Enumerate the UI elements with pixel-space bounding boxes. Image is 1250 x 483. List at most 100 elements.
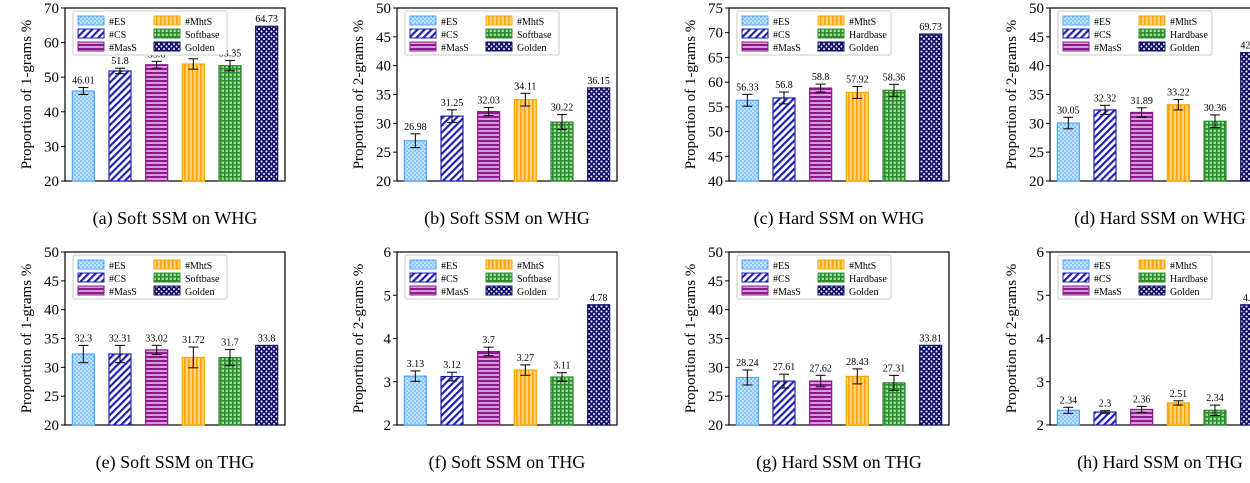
legend-entry: Golden [849, 287, 878, 298]
y-tick-label: 45 [44, 274, 59, 290]
chart-panel-e: 20 25 30 35 40 45 50 Proportion of 1-grams % 32.… [19, 245, 286, 473]
legend-entry: #CS [773, 30, 790, 41]
legend-swatch-base [485, 272, 513, 283]
y-tick-label: 65 [708, 50, 723, 66]
data-label: 27.31 [883, 363, 906, 374]
legend-entry: #MhtS [517, 17, 544, 28]
y-tick-label: 50 [1029, 1, 1044, 17]
legend-swatch-es [409, 259, 437, 270]
legend-swatch-es [77, 259, 105, 270]
y-axis-label: Proportion of 2-grams % [351, 264, 367, 414]
panel-caption: (a) Soft SSM on WHG [93, 208, 258, 229]
legend-entry: Hardbase [1170, 274, 1208, 285]
bar-mass [477, 111, 501, 182]
chart-panel-h: 2 3 4 5 6 Proportion of 2-grams % 2.34 2.3 2.36 2… [1004, 245, 1250, 473]
data-label: 53.35 [219, 48, 242, 59]
legend-swatch-mass [741, 41, 769, 52]
data-label: 58.8 [812, 72, 830, 83]
legend-entry: Softbase [517, 30, 552, 41]
legend-swatch-mass [77, 41, 105, 52]
data-label: 3.11 [553, 361, 570, 372]
y-tick-label: 30 [44, 139, 59, 155]
legend-entry: #CS [109, 30, 126, 41]
data-label: 57.92 [846, 74, 869, 85]
legend-entry: Golden [185, 43, 214, 54]
y-tick-label: 5 [1037, 288, 1045, 304]
data-label: 32.31 [109, 333, 132, 344]
legend-entry: #MhtS [1170, 261, 1197, 272]
bar-golden [1240, 52, 1250, 182]
y-tick-label: 20 [376, 174, 391, 190]
data-label: 3.27 [517, 353, 535, 364]
panel-caption: (c) Hard SSM on WHG [754, 208, 925, 229]
legend-entry: #MhtS [1170, 17, 1197, 28]
panel-caption: (e) Soft SSM on THG [96, 452, 255, 473]
legend-entry: Softbase [185, 30, 220, 41]
legend-swatch-mhts [485, 15, 513, 26]
chart-panel-a: 20 30 40 50 60 70 Proportion of 1-grams % 46.01… [19, 1, 286, 229]
legend-box [736, 254, 892, 300]
legend-swatch-mass [741, 285, 769, 296]
data-label: 3.7 [482, 335, 495, 346]
bar-cs [440, 375, 464, 426]
y-tick-label: 60 [44, 36, 59, 52]
legend-swatch-cs [409, 28, 437, 39]
y-tick-label: 40 [708, 174, 723, 190]
legend-entry: #MasS [1094, 43, 1122, 54]
y-tick-label: 6 [384, 245, 392, 261]
y-axis-label: Proportion of 2-grams % [351, 20, 367, 170]
bar-cs [108, 70, 132, 182]
panel-caption: (b) Soft SSM on WHG [424, 208, 590, 229]
chart-panel-g: 20 25 30 35 40 45 50 Proportion of 1-grams % 28.… [683, 245, 950, 473]
legend-entry: #ES [1094, 261, 1111, 272]
chart-panel-c: 40 45 50 55 60 65 70 75 Proportion of 1-grams % 5… [683, 1, 950, 229]
y-axis-label: Proportion of 1-grams % [19, 20, 35, 170]
legend-entry: #MasS [109, 43, 137, 54]
data-label: 33.81 [919, 333, 942, 344]
bar-es [71, 353, 95, 426]
legend-entry: Hardbase [849, 30, 887, 41]
data-label: 2.3 [1099, 399, 1112, 410]
legend-entry: #MhtS [185, 17, 212, 28]
panel-caption: (d) Hard SSM on WHG [1074, 208, 1246, 229]
y-tick-label: 45 [708, 149, 723, 165]
bar-cs [440, 115, 464, 182]
legend-swatch-cs [741, 272, 769, 283]
data-label: 56.8 [775, 80, 793, 91]
data-label: 32.03 [477, 96, 500, 107]
y-tick-label: 35 [376, 88, 391, 104]
y-tick-label: 20 [44, 174, 59, 190]
bar-es [1056, 122, 1080, 182]
data-label: 3.12 [443, 360, 461, 371]
legend-swatch-es [409, 15, 437, 26]
legend-box [72, 10, 228, 56]
legend-entry: #MasS [773, 287, 801, 298]
bar-base [1203, 120, 1227, 182]
data-label: 32.32 [1094, 93, 1117, 104]
legend-swatch-mhts [1138, 15, 1166, 26]
bar-mass [145, 349, 169, 426]
plot-frame [728, 7, 950, 182]
legend-entry: #MasS [773, 43, 801, 54]
legend-swatch-golden [485, 41, 513, 52]
legend-entry: #ES [1094, 17, 1111, 28]
y-tick-label: 40 [376, 59, 391, 75]
data-label: 69.73 [919, 22, 942, 33]
legend-swatch-golden [485, 285, 513, 296]
data-label: 33.8 [258, 333, 276, 344]
legend-swatch-cs [1062, 272, 1090, 283]
y-tick-label: 20 [44, 418, 59, 434]
legend-entry: #CS [109, 274, 126, 285]
data-label: 51.8 [111, 56, 129, 67]
data-label: 33.22 [1167, 88, 1190, 99]
legend-swatch-mass [1062, 285, 1090, 296]
y-tick-label: 25 [708, 389, 723, 405]
data-label: 2.36 [1133, 394, 1151, 405]
legend-entry: #MasS [441, 43, 469, 54]
legend-swatch-cs [77, 272, 105, 283]
data-label: 30.22 [551, 103, 574, 114]
legend-swatch-golden [1138, 285, 1166, 296]
bar-base [550, 121, 574, 182]
y-tick-label: 6 [1037, 245, 1045, 261]
legend-box [1057, 254, 1213, 300]
